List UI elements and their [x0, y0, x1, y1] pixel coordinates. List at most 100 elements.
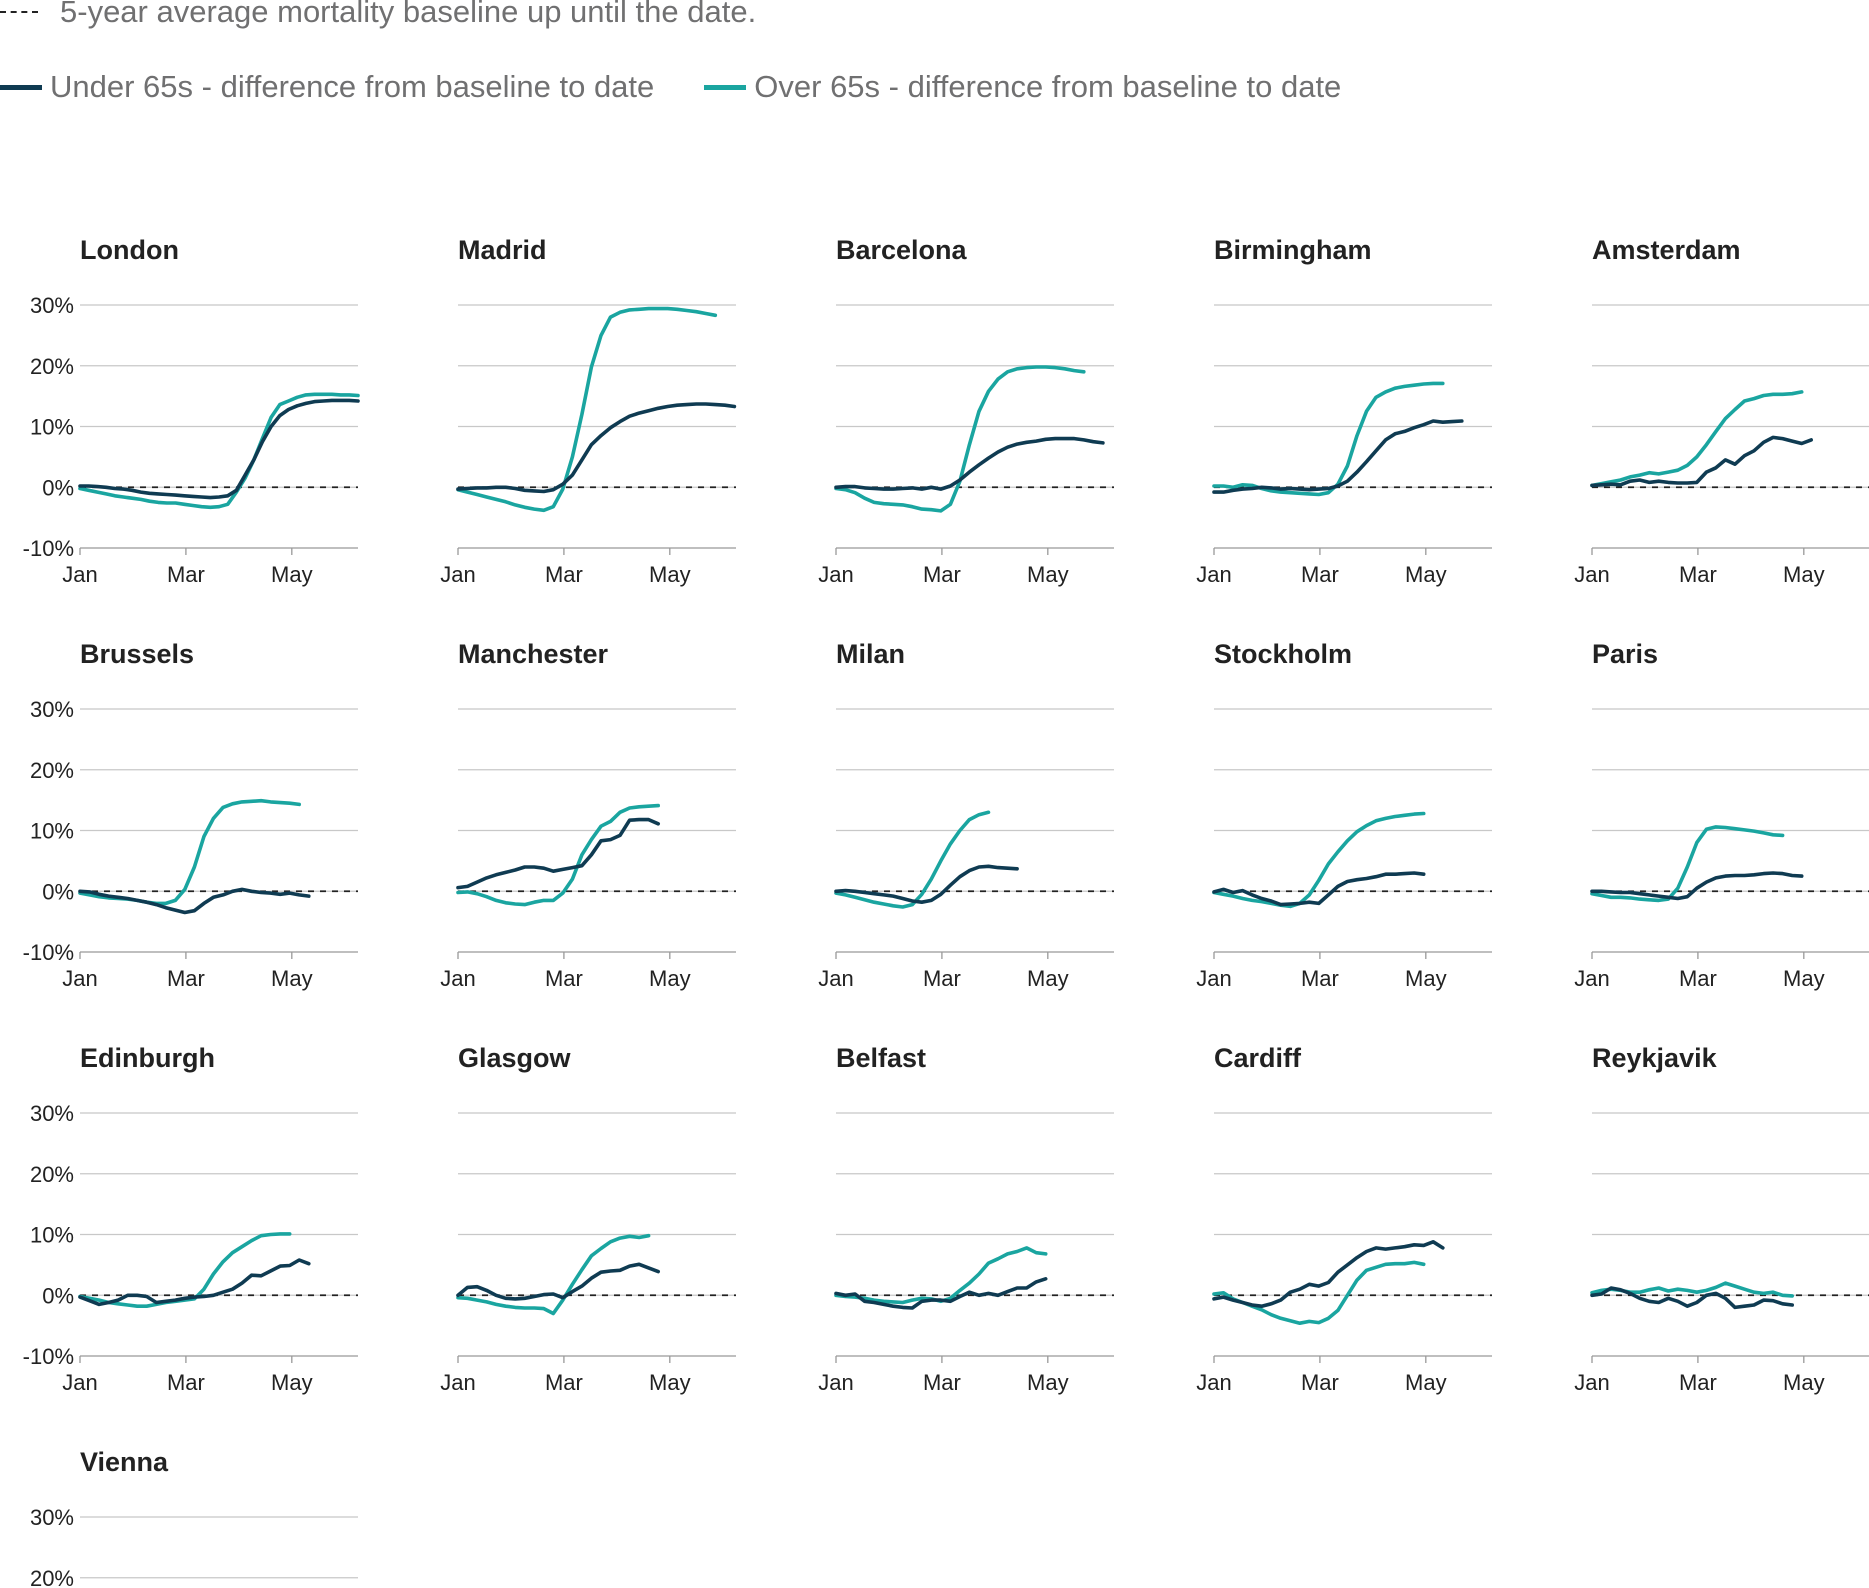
x-tick-label: May	[1783, 966, 1825, 991]
panel-title: Belfast	[836, 1043, 926, 1073]
x-tick-label: Jan	[1574, 562, 1609, 587]
over65-line	[456, 803, 661, 907]
x-tick-label: May	[649, 1370, 691, 1395]
y-tick-label: 30%	[30, 697, 74, 722]
y-tick-label: 0%	[42, 475, 74, 500]
x-tick-label: Jan	[818, 966, 853, 991]
x-tick-label: Jan	[1574, 1370, 1609, 1395]
over65-line	[1590, 825, 1785, 903]
panel-title: Edinburgh	[80, 1043, 215, 1073]
under65-line	[834, 436, 1105, 491]
under65-line	[1212, 419, 1464, 494]
panel-title: Amsterdam	[1592, 235, 1741, 265]
x-tick-label: Mar	[1679, 562, 1717, 587]
panel-title: Reykjavik	[1592, 1043, 1718, 1073]
y-tick-label: -10%	[23, 536, 74, 561]
under65-line	[78, 398, 360, 500]
x-tick-label: May	[1405, 562, 1447, 587]
y-tick-label: -10%	[23, 1344, 74, 1369]
over65-line	[834, 810, 991, 909]
x-tick-label: May	[1783, 562, 1825, 587]
over65-swatch	[704, 84, 747, 90]
under65-line	[1590, 1286, 1794, 1310]
x-tick-label: Mar	[545, 562, 583, 587]
over65-line	[1212, 1260, 1426, 1325]
x-tick-label: Mar	[1301, 562, 1339, 587]
panel-title: London	[80, 235, 179, 265]
panel-title: Vienna	[80, 1447, 169, 1477]
x-tick-label: Jan	[62, 562, 97, 587]
over65-line	[1212, 811, 1426, 909]
y-tick-label: 10%	[30, 819, 74, 844]
legend-under65-label: Under 65s - difference from baseline to …	[50, 69, 655, 104]
x-tick-label: Mar	[923, 966, 961, 991]
over65-line	[456, 306, 718, 513]
panel-title: Manchester	[458, 639, 609, 669]
legend-row-baseline: 5-year average mortality baseline up unt…	[0, 0, 806, 32]
x-tick-label: May	[1027, 562, 1069, 587]
x-tick-label: Jan	[1196, 966, 1231, 991]
x-tick-label: May	[271, 1370, 313, 1395]
x-tick-label: May	[1783, 1370, 1825, 1395]
panel-title: Brussels	[80, 639, 194, 669]
under65-line	[456, 402, 737, 494]
over65-line	[834, 1246, 1048, 1305]
x-tick-label: May	[649, 562, 691, 587]
under65-swatch	[0, 84, 42, 90]
x-tick-label: Mar	[1679, 966, 1717, 991]
x-tick-label: May	[1405, 966, 1447, 991]
over65-line	[78, 798, 302, 906]
y-tick-label: 30%	[30, 1505, 74, 1530]
x-tick-label: May	[1027, 966, 1069, 991]
under65-line	[456, 817, 661, 890]
x-tick-label: Mar	[167, 966, 205, 991]
x-tick-label: Jan	[62, 1370, 97, 1395]
baseline-dash-swatch	[0, 11, 38, 13]
y-tick-label: 20%	[30, 354, 74, 379]
under65-line	[78, 1258, 311, 1307]
over65-line	[78, 392, 360, 510]
over65-line	[456, 1233, 651, 1316]
x-tick-label: Mar	[1679, 1370, 1717, 1395]
legend-item-over65: Over 65s - difference from baseline to d…	[704, 69, 1341, 105]
under65-line	[834, 864, 1019, 905]
over65-line	[1212, 381, 1445, 497]
y-tick-label: 0%	[42, 879, 74, 904]
legend-row-series: Under 65s - difference from baseline to …	[0, 67, 1391, 107]
y-tick-label: 0%	[42, 1283, 74, 1308]
x-tick-label: Mar	[923, 562, 961, 587]
x-tick-label: Jan	[440, 966, 475, 991]
x-tick-label: Jan	[62, 966, 97, 991]
legend-item-under65: Under 65s - difference from baseline to …	[0, 69, 654, 105]
legend-baseline-label: 5-year average mortality baseline up unt…	[60, 0, 757, 29]
x-tick-label: Mar	[1301, 1370, 1339, 1395]
x-tick-label: Jan	[440, 1370, 475, 1395]
x-tick-label: Jan	[818, 1370, 853, 1395]
x-tick-label: May	[271, 562, 313, 587]
x-tick-label: Mar	[167, 1370, 205, 1395]
y-tick-label: 10%	[30, 1223, 74, 1248]
legend-over65-label: Over 65s - difference from baseline to d…	[754, 69, 1342, 104]
y-tick-label: 20%	[30, 1162, 74, 1187]
x-tick-label: Mar	[545, 966, 583, 991]
x-tick-label: May	[1027, 1370, 1069, 1395]
x-tick-label: Jan	[1574, 966, 1609, 991]
legend: 5-year average mortality baseline up unt…	[0, 0, 1869, 130]
under65-line	[1590, 871, 1804, 901]
panel-title: Stockholm	[1214, 639, 1352, 669]
x-tick-label: May	[271, 966, 313, 991]
over65-line	[1590, 390, 1804, 488]
x-tick-label: Mar	[923, 1370, 961, 1395]
y-tick-label: 20%	[30, 758, 74, 783]
y-tick-label: 30%	[30, 293, 74, 318]
y-tick-label: 30%	[30, 1101, 74, 1126]
panel-title: Paris	[1592, 639, 1658, 669]
under65-line	[1212, 1240, 1445, 1308]
legend-item-baseline: 5-year average mortality baseline up unt…	[0, 0, 756, 30]
under65-line	[834, 1277, 1048, 1310]
x-tick-label: Jan	[440, 562, 475, 587]
x-tick-label: Jan	[818, 562, 853, 587]
panel-title: Glasgow	[458, 1043, 572, 1073]
x-tick-label: Mar	[1301, 966, 1339, 991]
